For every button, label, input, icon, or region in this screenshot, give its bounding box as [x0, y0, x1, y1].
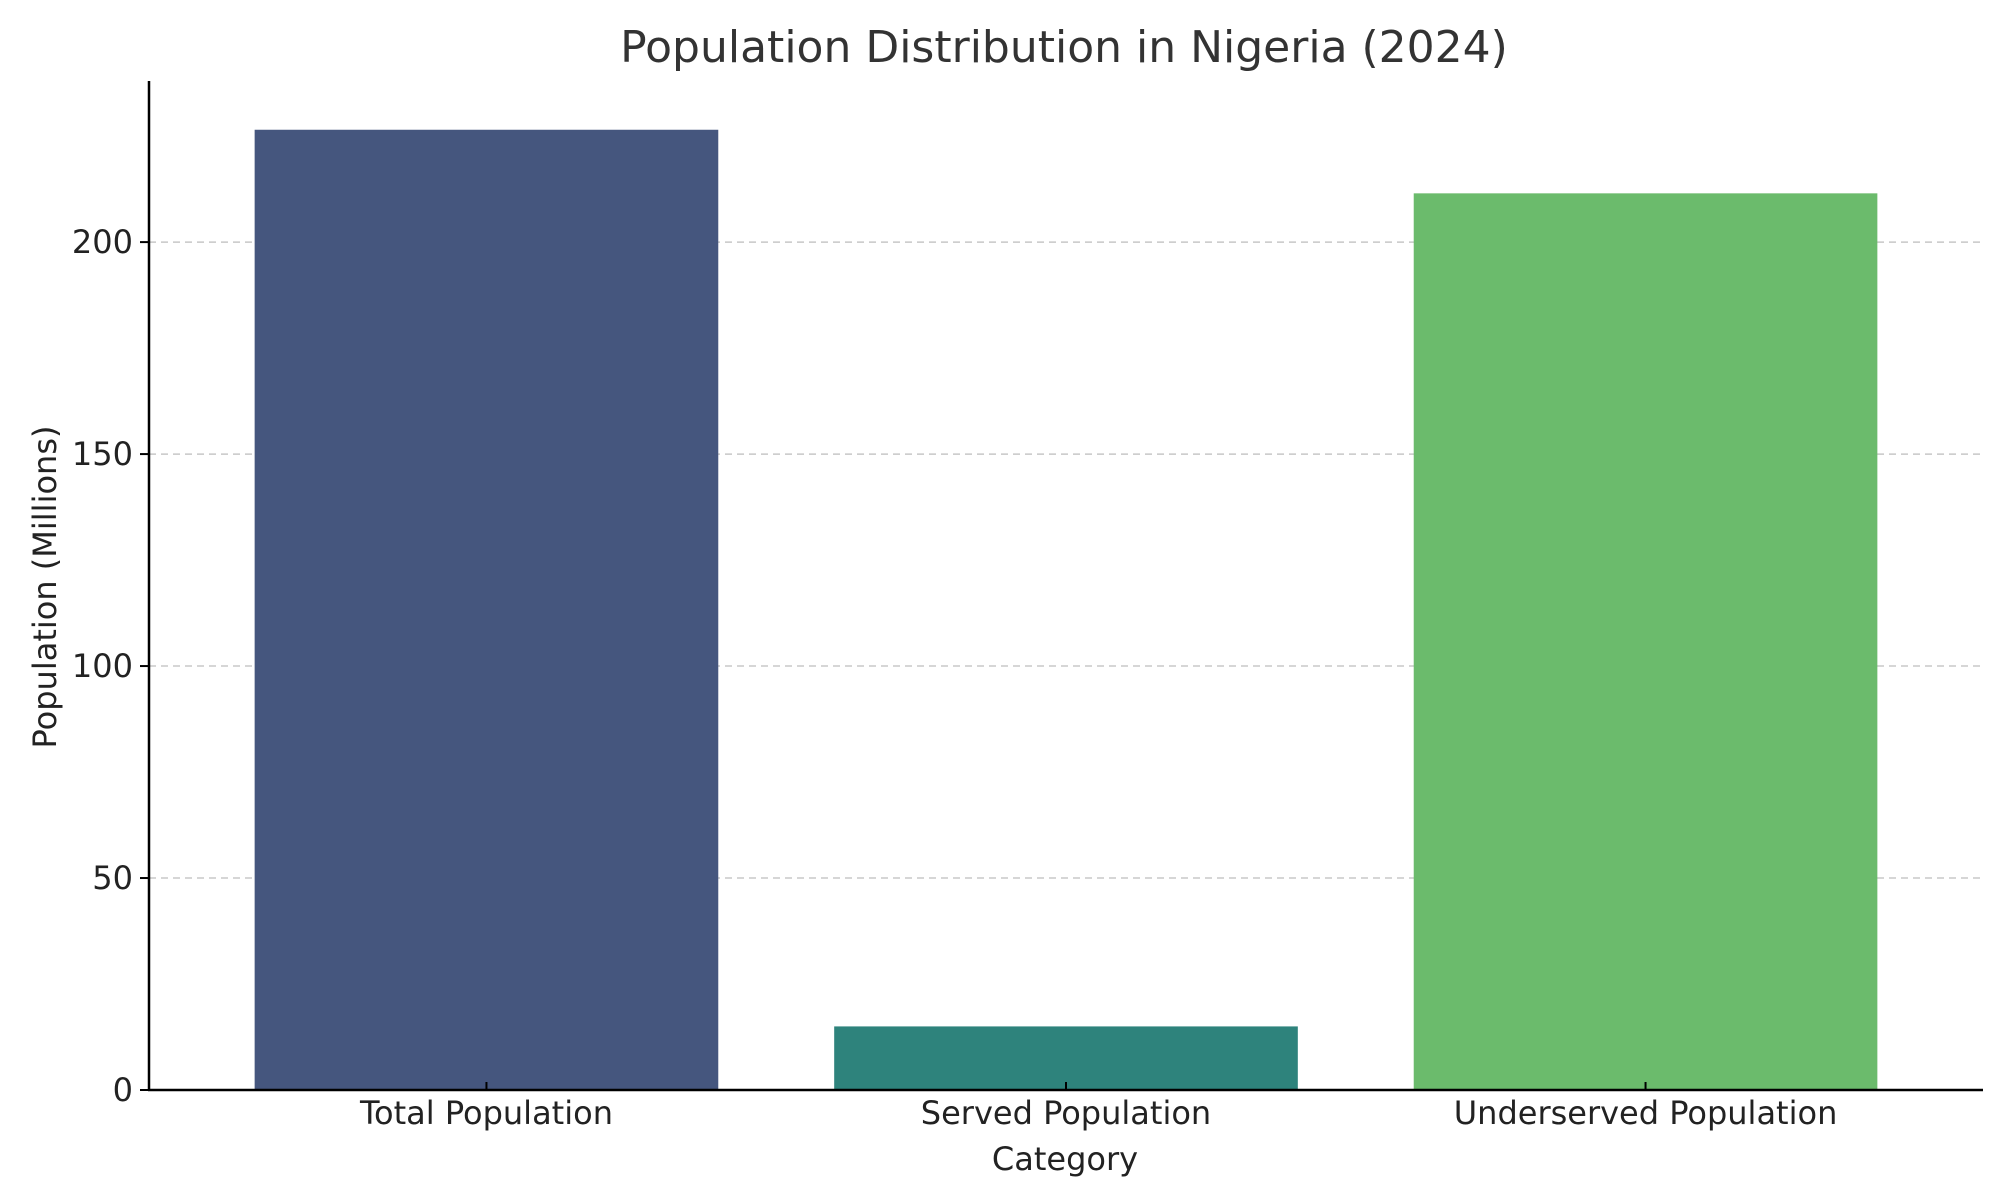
bar-underserved-population — [1413, 193, 1878, 1091]
y-axis-label: Population (Millions) — [26, 426, 64, 749]
y-tick-label: 200 — [72, 223, 133, 261]
y-tick-label: 100 — [72, 647, 133, 685]
bar-total-population — [254, 129, 719, 1090]
y-tick-label: 0 — [113, 1071, 133, 1109]
y-tick-label: 50 — [92, 859, 133, 897]
x-tick-label: Total Population — [359, 1094, 613, 1132]
y-axis-ticks: 0 50 100 150 200 — [72, 223, 149, 1109]
x-tick-label: Underserved Population — [1454, 1094, 1838, 1132]
x-tick-label: Served Population — [921, 1094, 1211, 1132]
bars — [254, 129, 1878, 1091]
y-tick-label: 150 — [72, 435, 133, 473]
x-axis-label: Category — [992, 1140, 1138, 1178]
bar-served-population — [834, 1026, 1298, 1090]
chart-title: Population Distribution in Nigeria (2024… — [620, 22, 1508, 73]
x-axis-ticks: Total Population Served Population Underse… — [359, 1082, 1837, 1132]
